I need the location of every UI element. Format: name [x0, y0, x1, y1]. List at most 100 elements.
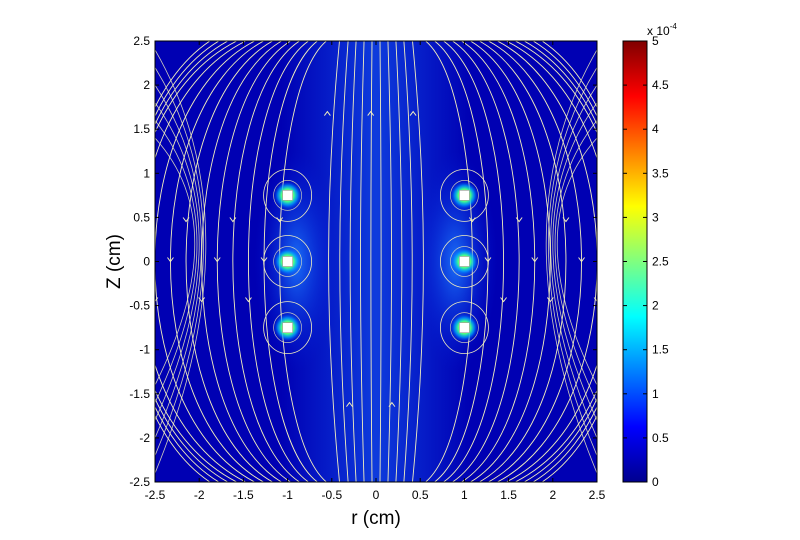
coil-loop-line [263, 235, 313, 288]
coil-loop-line [439, 301, 489, 355]
streamline-arrow [323, 110, 331, 116]
streamline [155, 137, 196, 386]
y-axis-label: Z (cm) [104, 234, 125, 289]
streamline-arrow [182, 217, 190, 223]
colorbar-tick-label: 3 [652, 210, 659, 224]
streamline [155, 41, 220, 482]
y-tick-label: 1.5 [133, 122, 150, 136]
streamline [395, 41, 403, 482]
streamline [552, 102, 597, 421]
streamline [155, 120, 198, 403]
streamlines [155, 41, 616, 482]
coil-marker [282, 322, 293, 333]
streamline-arrow [409, 110, 417, 116]
streamline-arrow [610, 218, 616, 222]
streamline [412, 41, 424, 482]
coil-marker [282, 190, 293, 201]
streamline [155, 49, 207, 474]
y-tick-label: 2 [143, 78, 150, 92]
streamline-arrow [260, 257, 268, 263]
colorbar-tick-label: 4 [652, 122, 659, 136]
streamline-arrow [245, 297, 252, 303]
colorbar-tick-label: 1.5 [652, 343, 669, 357]
streamline [548, 67, 597, 456]
y-axis: -2.5 -2 -1.5 -1 -0.5 0 0.5 1 1.5 2 2.5 [129, 34, 597, 489]
x-tick-label: -2.5 [145, 488, 166, 502]
streamline-arrow [167, 257, 174, 263]
streamline [360, 41, 365, 482]
streamline-arrow [515, 217, 523, 223]
coil-marker [459, 190, 470, 201]
streamline [155, 102, 200, 421]
x-tick-label: 0 [373, 488, 380, 502]
x-tick-label: -2 [194, 488, 205, 502]
streamline-arrow [346, 401, 353, 407]
y-tick-label: 0.5 [133, 210, 150, 224]
streamline [515, 41, 597, 482]
x-tick-label: 1 [461, 488, 468, 502]
streamline [155, 67, 204, 456]
x-axis-label: r (cm) [351, 508, 401, 529]
streamline-arrow [593, 297, 597, 303]
streamline [370, 41, 373, 482]
streamline [155, 84, 202, 439]
streamline-arrow [155, 297, 159, 303]
streamline [339, 41, 349, 482]
coil-loop-line [439, 168, 489, 222]
streamline [248, 41, 309, 482]
coil-marker [459, 322, 470, 333]
streamline [545, 49, 597, 474]
streamline-arrow [500, 297, 507, 303]
streamline [155, 41, 237, 482]
colorbar-exponent-label: x 10-4 [647, 22, 677, 38]
streamline-arrow [367, 110, 375, 116]
streamline [403, 41, 413, 482]
colorbar-tick-label: 3.5 [652, 166, 669, 180]
streamline [550, 84, 597, 439]
x-axis: -2.5 -2 -1.5 -1 -0.5 0 0.5 1 1.5 2 2.5 [145, 41, 606, 502]
colorbar-tick-label: 2.5 [652, 255, 669, 269]
colorbar-ticks: 0 0.5 1 1.5 2 2.5 3 3.5 4 4.5 5 [623, 34, 669, 489]
streamline [443, 41, 504, 482]
coil-markers [273, 181, 479, 342]
streamline [201, 41, 282, 482]
x-tick-label: -1 [282, 488, 293, 502]
colorbar-tick-label: 4.5 [652, 78, 669, 92]
streamline [155, 41, 246, 482]
streamline [556, 137, 597, 386]
colorbar-tick-label: 0.5 [652, 431, 669, 445]
coil-marker [459, 256, 470, 267]
y-tick-label: 2.5 [133, 34, 150, 48]
colorbar: 0 0.5 1 1.5 2 2.5 3 3.5 4 4.5 5 x 10-4 [622, 22, 677, 489]
y-tick-label: -2 [139, 431, 150, 445]
colorbar-tick-label: 0 [652, 475, 659, 489]
coil-marker [282, 256, 293, 267]
streamline-arrow [531, 257, 539, 263]
streamline-arrow [562, 217, 570, 223]
streamline [452, 41, 520, 482]
x-tick-label: 0.5 [412, 488, 429, 502]
colorbar-tick-label: 5 [652, 34, 659, 48]
streamline-arrow [213, 257, 221, 263]
streamline [379, 41, 382, 482]
streamline [349, 41, 357, 482]
streamline [554, 120, 597, 403]
coil-loop-line [439, 235, 489, 288]
x-tick-label: 2 [549, 488, 556, 502]
streamline [232, 41, 300, 482]
y-tick-label: -1.5 [129, 387, 150, 401]
plot-area [154, 40, 616, 483]
x-tick-label: -1.5 [233, 488, 254, 502]
x-tick-label: 2.5 [589, 488, 606, 502]
streamline-arrow [388, 401, 396, 407]
y-tick-label: 1 [143, 166, 150, 180]
streamline-arrow [229, 217, 237, 223]
y-tick-label: -1 [139, 343, 150, 357]
colorbar-tick-label: 2 [652, 299, 659, 313]
coil-loop-line [263, 301, 313, 355]
x-tick-label: 1.5 [500, 488, 517, 502]
streamline [532, 41, 597, 482]
streamline [155, 41, 228, 482]
streamline [185, 41, 273, 482]
y-tick-label: 0 [143, 255, 150, 269]
